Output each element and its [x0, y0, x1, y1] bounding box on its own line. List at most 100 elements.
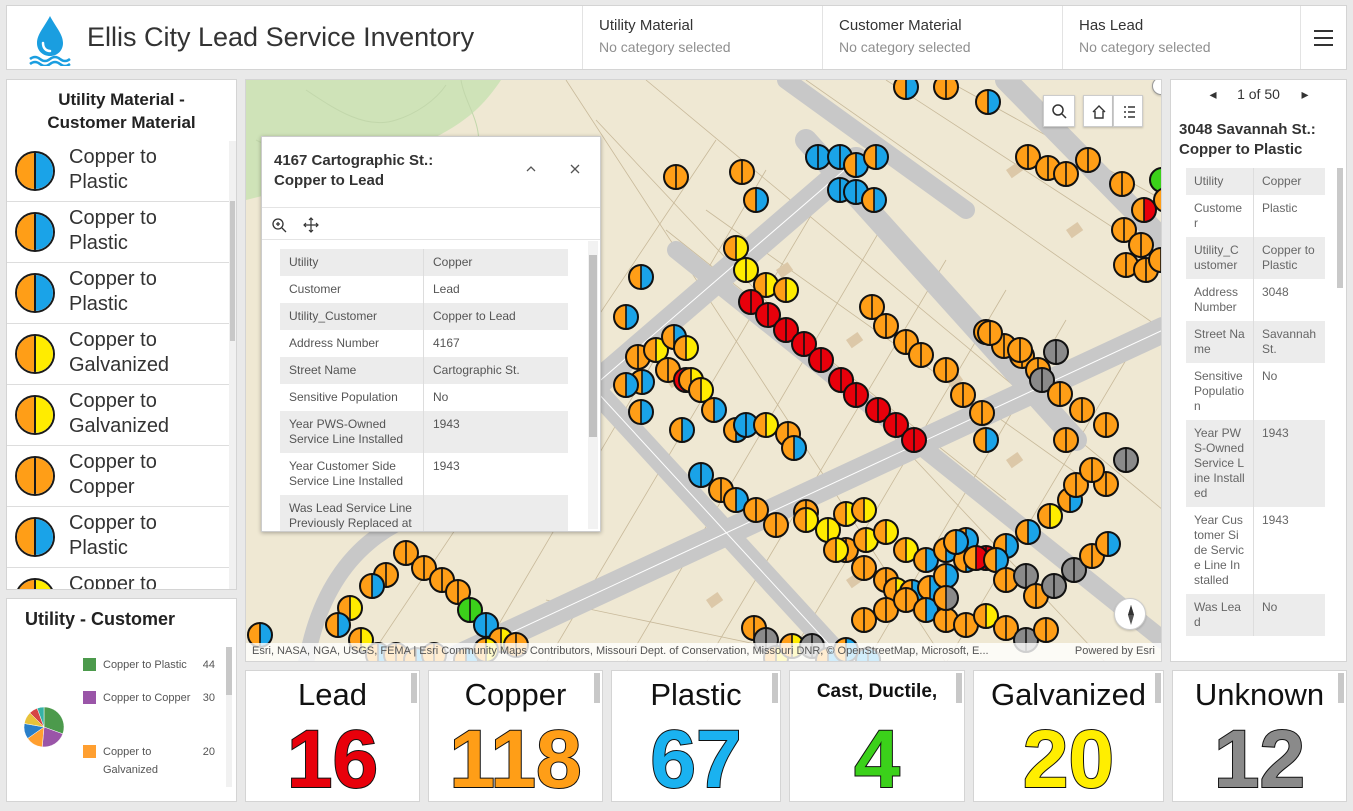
service-line-marker[interactable]	[1075, 147, 1101, 173]
service-line-marker[interactable]	[893, 329, 919, 355]
map-legend-button[interactable]	[1113, 95, 1143, 127]
service-line-marker[interactable]	[373, 562, 399, 588]
map-home-button[interactable]	[1083, 95, 1113, 127]
service-line-marker[interactable]	[673, 335, 699, 361]
service-line-marker[interactable]	[933, 357, 959, 383]
service-line-marker[interactable]	[933, 80, 959, 100]
service-line-marker[interactable]	[1069, 397, 1095, 423]
service-line-marker[interactable]	[993, 567, 1019, 593]
service-line-marker[interactable]	[1131, 197, 1157, 223]
service-line-marker[interactable]	[883, 412, 909, 438]
service-line-marker[interactable]	[773, 277, 799, 303]
utility-material-selector[interactable]: Utility Material No category selected	[582, 6, 822, 69]
service-line-marker[interactable]	[851, 497, 877, 523]
service-line-marker[interactable]	[663, 164, 689, 190]
service-line-marker[interactable]	[655, 357, 681, 383]
service-line-marker[interactable]	[1037, 503, 1063, 529]
pie-legend-scrollbar[interactable]	[226, 647, 232, 787]
service-line-marker[interactable]	[828, 367, 854, 393]
service-line-marker[interactable]	[1093, 412, 1119, 438]
legend-item[interactable]: Copper to	[7, 568, 229, 589]
service-line-marker[interactable]	[933, 563, 959, 589]
service-line-marker[interactable]	[1053, 427, 1079, 453]
zoom-to-icon[interactable]	[270, 216, 288, 234]
service-line-markers[interactable]	[247, 80, 1162, 662]
popup-scrollbar[interactable]	[588, 241, 598, 529]
service-line-marker[interactable]	[669, 417, 695, 443]
service-line-marker[interactable]	[729, 159, 755, 185]
service-line-marker[interactable]	[933, 585, 959, 611]
map-canvas[interactable]	[246, 80, 1162, 662]
service-line-marker[interactable]	[943, 529, 969, 555]
service-line-marker[interactable]	[1061, 557, 1087, 583]
service-line-marker[interactable]	[733, 257, 759, 283]
card-scrollbar[interactable]	[1338, 673, 1344, 703]
powered-by-esri[interactable]: Powered by Esri	[1074, 645, 1155, 657]
legend-item[interactable]: Copper to Galvanized	[7, 324, 229, 385]
card-scrollbar[interactable]	[411, 673, 417, 703]
service-line-marker[interactable]	[701, 397, 727, 423]
legend-item[interactable]: Copper to Plastic	[7, 141, 229, 202]
card-scrollbar[interactable]	[956, 673, 962, 703]
has-lead-selector[interactable]: Has Lead No category selected	[1062, 6, 1302, 69]
compass-button[interactable]	[1114, 598, 1146, 630]
service-line-marker[interactable]	[1033, 617, 1059, 643]
service-line-marker[interactable]	[873, 597, 899, 623]
service-line-marker[interactable]	[1109, 171, 1135, 197]
service-line-marker[interactable]	[808, 347, 834, 373]
service-line-marker[interactable]	[805, 144, 831, 170]
legend-scrollbar[interactable]	[229, 141, 236, 589]
service-line-marker[interactable]	[1093, 471, 1119, 497]
service-line-marker[interactable]	[913, 547, 939, 573]
service-line-marker[interactable]	[983, 547, 1009, 573]
service-line-marker[interactable]	[873, 519, 899, 545]
service-line-marker[interactable]	[1041, 573, 1067, 599]
service-line-marker[interactable]	[815, 517, 841, 543]
service-line-marker[interactable]	[975, 89, 1001, 115]
service-line-marker[interactable]	[743, 187, 769, 213]
service-line-marker[interactable]	[973, 427, 999, 453]
service-line-marker[interactable]	[359, 573, 385, 599]
service-line-marker[interactable]	[755, 302, 781, 328]
service-line-marker[interactable]	[325, 612, 351, 638]
service-line-marker[interactable]	[688, 462, 714, 488]
legend-item[interactable]: Copper to Plastic	[7, 263, 229, 324]
legend-item[interactable]: Copper to Plastic	[7, 507, 229, 568]
pie-chart[interactable]	[22, 705, 66, 749]
service-line-marker[interactable]	[723, 235, 749, 261]
service-line-marker[interactable]	[859, 294, 885, 320]
service-line-marker[interactable]	[688, 377, 714, 403]
service-line-marker[interactable]	[781, 435, 807, 461]
service-line-marker[interactable]	[977, 320, 1003, 346]
legend-item[interactable]: Copper to Copper	[7, 446, 229, 507]
pan-icon[interactable]	[302, 216, 320, 234]
service-line-marker[interactable]	[873, 313, 899, 339]
service-line-marker[interactable]	[1095, 531, 1121, 557]
service-line-marker[interactable]	[908, 342, 934, 368]
service-line-marker[interactable]	[429, 567, 455, 593]
service-line-marker[interactable]	[851, 607, 877, 633]
service-line-marker[interactable]	[1079, 457, 1105, 483]
next-arrow-icon[interactable]: ▸	[1301, 86, 1309, 102]
map-view[interactable]: 4167 Cartographic St.: Copper to Lead Ut…	[245, 79, 1162, 662]
service-line-marker[interactable]	[1053, 161, 1079, 187]
hamburger-menu-icon[interactable]	[1300, 6, 1346, 69]
pie-slice[interactable]	[36, 706, 45, 728]
service-line-marker[interactable]	[793, 507, 819, 533]
previous-arrow-icon[interactable]: ◂	[1209, 86, 1217, 102]
service-line-marker[interactable]	[628, 264, 654, 290]
service-line-marker[interactable]	[823, 537, 849, 563]
service-line-marker[interactable]	[861, 187, 887, 213]
chevron-up-icon[interactable]	[524, 162, 538, 176]
service-line-marker[interactable]	[950, 382, 976, 408]
service-line-marker[interactable]	[1015, 519, 1041, 545]
service-line-marker[interactable]	[1047, 381, 1073, 407]
service-line-marker[interactable]	[613, 372, 639, 398]
service-line-marker[interactable]	[1111, 217, 1137, 243]
customer-material-selector[interactable]: Customer Material No category selected	[822, 6, 1062, 69]
service-line-marker[interactable]	[791, 331, 817, 357]
close-icon[interactable]	[568, 162, 582, 176]
service-line-marker[interactable]	[843, 382, 869, 408]
service-line-marker[interactable]	[1128, 232, 1154, 258]
card-scrollbar[interactable]	[594, 673, 600, 703]
